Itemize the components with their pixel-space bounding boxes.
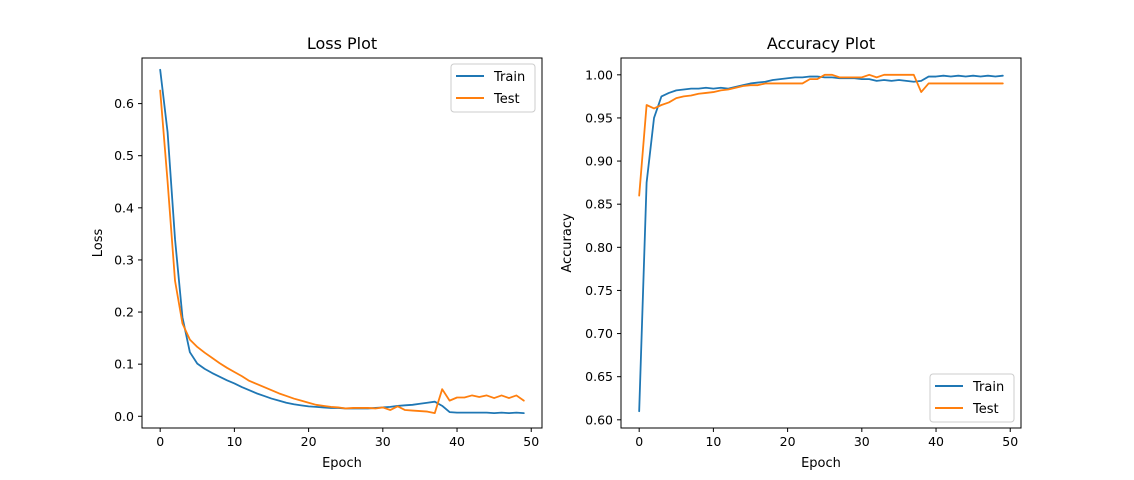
accuracy-chart-x-axis-label: Epoch: [801, 456, 841, 471]
loss-x-tick-label-1: 10: [226, 434, 242, 449]
loss-y-tick-label-0: 0.0: [114, 409, 134, 424]
loss-chart-y-axis-label: Loss: [91, 229, 106, 258]
accuracy-x-tick-label-0: 0: [635, 434, 643, 449]
accuracy-chart-title: Accuracy Plot: [767, 34, 875, 53]
loss-chart-legend: Train Test: [450, 63, 536, 113]
accuracy-y-tick-label-3: 0.75: [585, 283, 613, 298]
loss-y-tick-label-4: 0.4: [114, 200, 134, 215]
accuracy-x-tick-label-3: 30: [854, 434, 870, 449]
loss-y-tick-label-5: 0.5: [114, 148, 134, 163]
accuracy-y-tick-label-4: 0.80: [585, 240, 613, 255]
loss-y-tick-label-2: 0.2: [114, 305, 134, 320]
accuracy-x-tick-label-1: 10: [705, 434, 721, 449]
loss-x-tick-label-5: 50: [523, 434, 539, 449]
accuracy-x-tick-label-4: 40: [928, 434, 944, 449]
accuracy-chart-y-axis-label: Accuracy: [560, 213, 575, 273]
loss-legend-test-label: Test: [493, 92, 520, 107]
loss-chart-marks: 0 10 20 30 40 50 0.0 0.1 0.2 0.3 0.4 0.5 0.6: [114, 68, 539, 449]
loss-chart-title: Loss Plot: [307, 34, 377, 53]
loss-chart-x-axis-label: Epoch: [322, 456, 362, 471]
accuracy-y-tick-label-0: 0.60: [585, 412, 613, 427]
loss-y-tick-label-1: 0.1: [114, 357, 134, 372]
loss-chart-axes-frame: [141, 57, 543, 429]
loss-y-tick-label-6: 0.6: [114, 96, 134, 111]
accuracy-series-test-line: [638, 73, 1004, 197]
accuracy-y-tick-label-7: 0.95: [585, 110, 613, 125]
loss-chart: Loss Plot 0 10 20 30 40 500.00.10.20.30.40.50…: [91, 34, 543, 471]
loss-legend-train-label: Train: [493, 70, 525, 85]
accuracy-y-tick-label-8: 1.00: [585, 67, 613, 82]
loss-series-test-line: [159, 89, 525, 415]
loss-x-tick-label-2: 20: [301, 434, 317, 449]
accuracy-chart-legend: Train Test: [929, 373, 1015, 423]
accuracy-chart-marks: 0 10 20 30 40 50 0.60 0.65 0.70 0.75 0.80 0.85 0.90 0…: [585, 67, 1018, 449]
loss-y-tick-label-3: 0.3: [114, 252, 134, 267]
accuracy-legend-test-label: Test: [972, 402, 999, 417]
loss-x-tick-label-3: 30: [375, 434, 391, 449]
accuracy-legend-train-label: Train: [972, 380, 1004, 395]
accuracy-y-tick-label-1: 0.65: [585, 369, 613, 384]
loss-x-tick-label-0: 0: [156, 434, 164, 449]
accuracy-y-tick-label-2: 0.70: [585, 326, 613, 341]
accuracy-x-tick-label-5: 50: [1002, 434, 1018, 449]
accuracy-chart: Accuracy Plot 0 10 20 30 40 50 0.60 0.65 0.70 0.7…: [560, 34, 1022, 471]
accuracy-x-tick-label-2: 20: [780, 434, 796, 449]
accuracy-y-tick-label-6: 0.90: [585, 154, 613, 169]
accuracy-chart-axes-frame: [620, 57, 1022, 429]
loss-x-tick-label-4: 40: [449, 434, 465, 449]
accuracy-y-tick-label-5: 0.85: [585, 197, 613, 212]
